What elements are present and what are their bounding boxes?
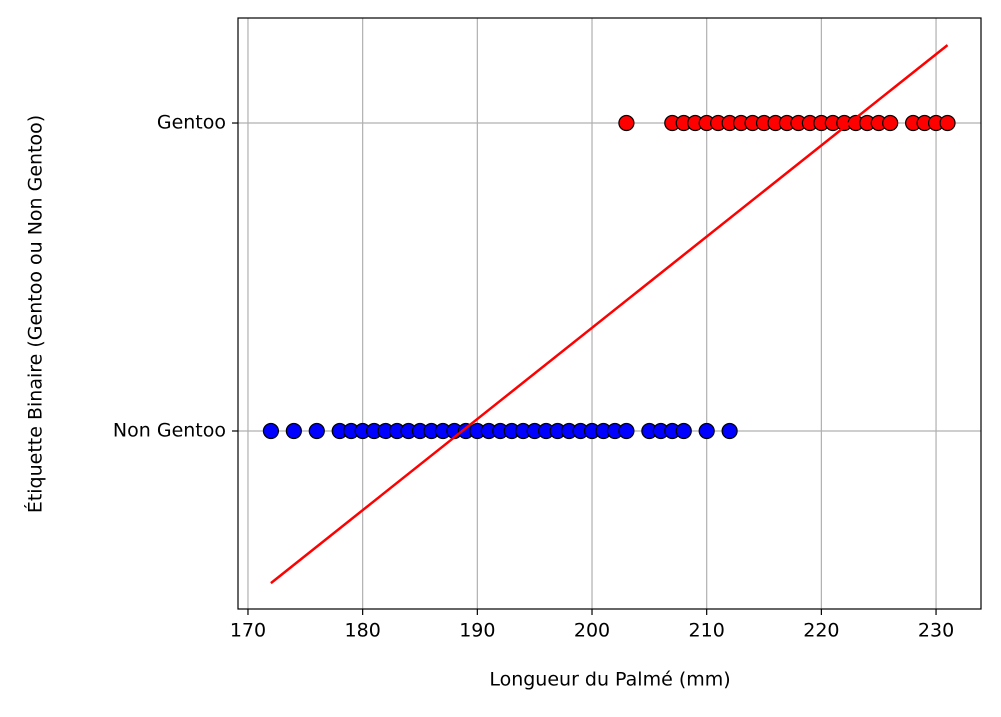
- x-axis-label: Longueur du Palmé (mm): [489, 669, 730, 691]
- x-tick-label: 190: [459, 620, 495, 642]
- point: [882, 114, 899, 132]
- point: [285, 422, 302, 440]
- x-tick-label: 180: [345, 620, 381, 642]
- point: [698, 422, 715, 440]
- regression-line: [270, 44, 949, 585]
- point: [721, 422, 738, 440]
- point: [308, 422, 325, 440]
- point: [618, 422, 635, 440]
- point: [675, 422, 692, 440]
- x-tick-label: 170: [230, 620, 266, 642]
- y-tick-label: Gentoo: [157, 112, 226, 134]
- point: [939, 114, 956, 132]
- x-tick-label: 220: [803, 620, 839, 642]
- x-tick-label: 210: [689, 620, 725, 642]
- x-tick-label: 200: [574, 620, 610, 642]
- point: [618, 114, 635, 132]
- y-tick-label: Non Gentoo: [113, 419, 226, 441]
- point: [262, 422, 280, 440]
- plot-frame: [237, 17, 982, 610]
- x-tick-label: 230: [918, 620, 954, 642]
- y-axis-label: Étiquette Binaire (Gentoo ou Non Gentoo): [24, 115, 47, 513]
